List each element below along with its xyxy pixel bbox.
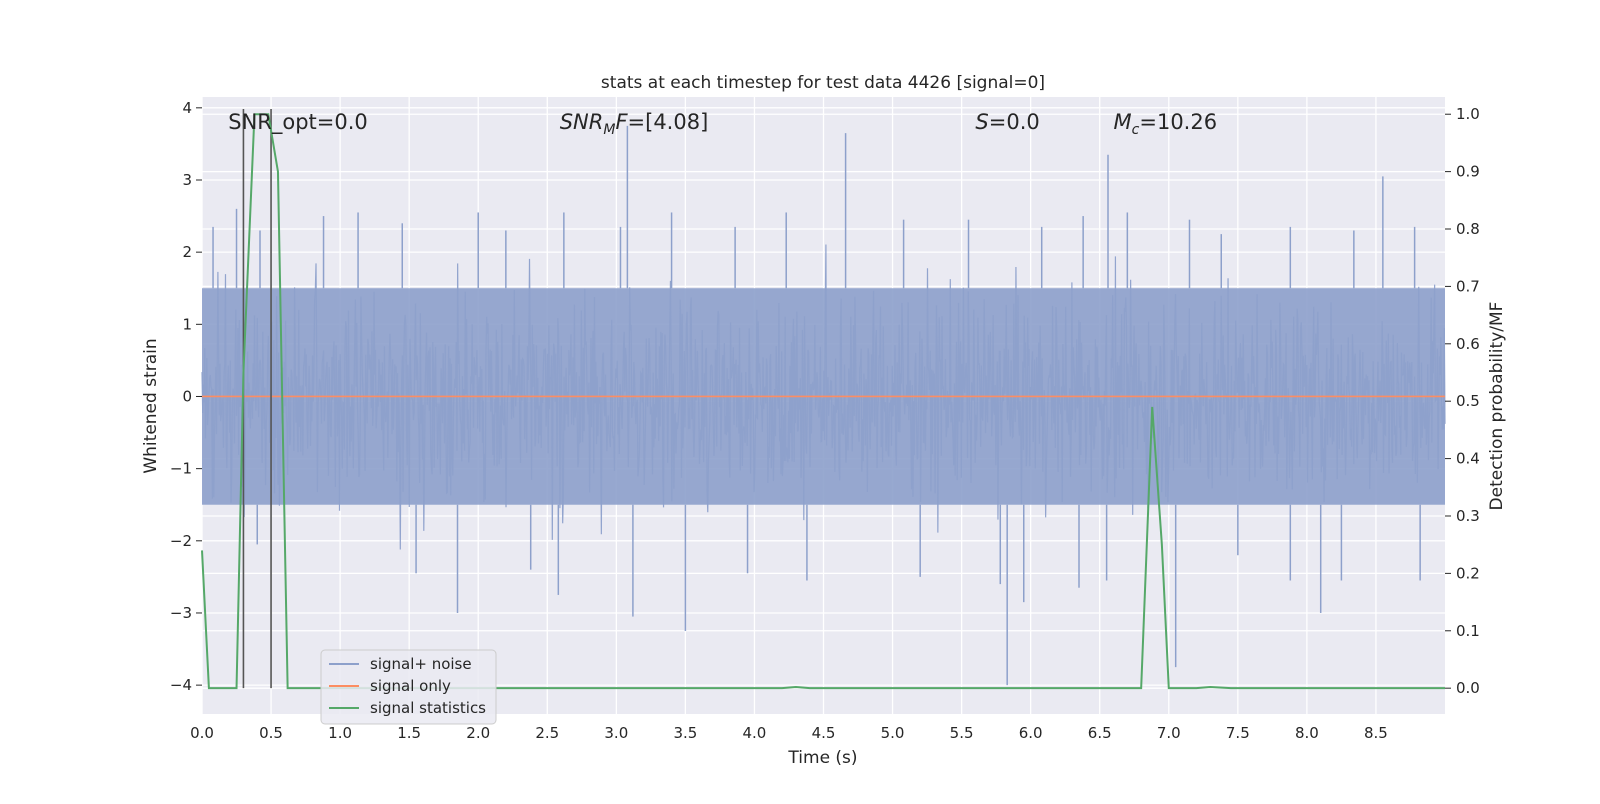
y-tick-label-3: 1 — [182, 315, 192, 333]
annotation-s_val: S=0.0 — [975, 110, 1039, 134]
y2-tick-label-3: 0.7 — [1456, 277, 1480, 295]
y2-tick-label-2: 0.8 — [1456, 220, 1480, 238]
x-tick-label-0: 0.0 — [190, 724, 214, 742]
x-tick-label-8: 4.0 — [743, 724, 767, 742]
x-tick-label-3: 1.5 — [397, 724, 421, 742]
x-tick-label-4: 2.0 — [466, 724, 490, 742]
y-tick-label-5: −1 — [170, 460, 192, 478]
x-tick-label-16: 8.0 — [1295, 724, 1319, 742]
y-tick-label-0: 4 — [182, 99, 192, 117]
y2-tick-label-8: 0.2 — [1456, 564, 1480, 582]
legend-label-signal-only: signal only — [370, 677, 451, 695]
y-axis-label: Whitened strain — [141, 338, 161, 473]
y-tick-label-8: −4 — [170, 676, 192, 694]
y-tick-label-2: 2 — [182, 243, 192, 261]
x-tick-label-7: 3.5 — [673, 724, 697, 742]
x-tick-label-11: 5.5 — [950, 724, 974, 742]
y2-tick-label-4: 0.6 — [1456, 335, 1480, 353]
x-tick-label-14: 7.0 — [1157, 724, 1181, 742]
x-tick-label-10: 5.0 — [881, 724, 905, 742]
x-tick-label-6: 3.0 — [604, 724, 628, 742]
x-axis-label: Time (s) — [787, 748, 857, 768]
legend-label-signal-noise: signal+ noise — [370, 655, 472, 673]
y-tick-label-6: −2 — [170, 532, 192, 550]
x-tick-label-5: 2.5 — [535, 724, 559, 742]
annotation-mc_val: Mc=10.26 — [1114, 110, 1218, 138]
y-tick-label-4: 0 — [182, 387, 192, 405]
y2-tick-label-1: 0.9 — [1456, 163, 1480, 181]
y2-axis-label: Detection probability/MF — [1487, 302, 1507, 511]
y-tick-label-7: −3 — [170, 604, 192, 622]
y2-tick-label-7: 0.3 — [1456, 507, 1480, 525]
annotations: SNR_opt=0.0 SNRMF=[4.08] S=0.0 Mc=10.26 — [228, 110, 1217, 138]
y-tick-label-1: 3 — [182, 171, 192, 189]
y2-tick-label-10: 0.0 — [1456, 679, 1480, 697]
x-tick-label-17: 8.5 — [1364, 724, 1388, 742]
legend-label-signal-statistics: signal statistics — [370, 699, 486, 717]
y2-tick-label-9: 0.1 — [1456, 622, 1480, 640]
signal-noise-trace — [201, 244, 1446, 550]
legend: signal+ noise signal only signal statist… — [320, 649, 497, 725]
signal-statistics-line — [201, 113, 1445, 690]
y2-tick-label-5: 0.5 — [1456, 392, 1480, 410]
y2-tick-label-0: 1.0 — [1456, 105, 1480, 123]
ticks-layer: 0.0 0.5 1.0 1.5 2.0 2.5 3.0 3.5 4.0 4.5 5.0 5.5 6.0 6… — [170, 99, 1480, 742]
legend-box — [320, 649, 497, 725]
x-tick-label-9: 4.5 — [812, 724, 836, 742]
annotation-snr_mf: SNRMF=[4.08] — [560, 110, 709, 138]
y2-tick-label-6: 0.4 — [1456, 450, 1480, 468]
x-tick-label-13: 6.5 — [1088, 724, 1112, 742]
x-tick-label-12: 6.0 — [1019, 724, 1043, 742]
annotation-snr_opt: SNR_opt=0.0 — [228, 110, 368, 135]
lines-layer — [201, 109, 1445, 690]
chart-title: stats at each timestep for test data 442… — [601, 73, 1045, 93]
x-tick-label-2: 1.0 — [328, 724, 352, 742]
x-tick-label-15: 7.5 — [1226, 724, 1250, 742]
x-tick-label-1: 0.5 — [259, 724, 283, 742]
